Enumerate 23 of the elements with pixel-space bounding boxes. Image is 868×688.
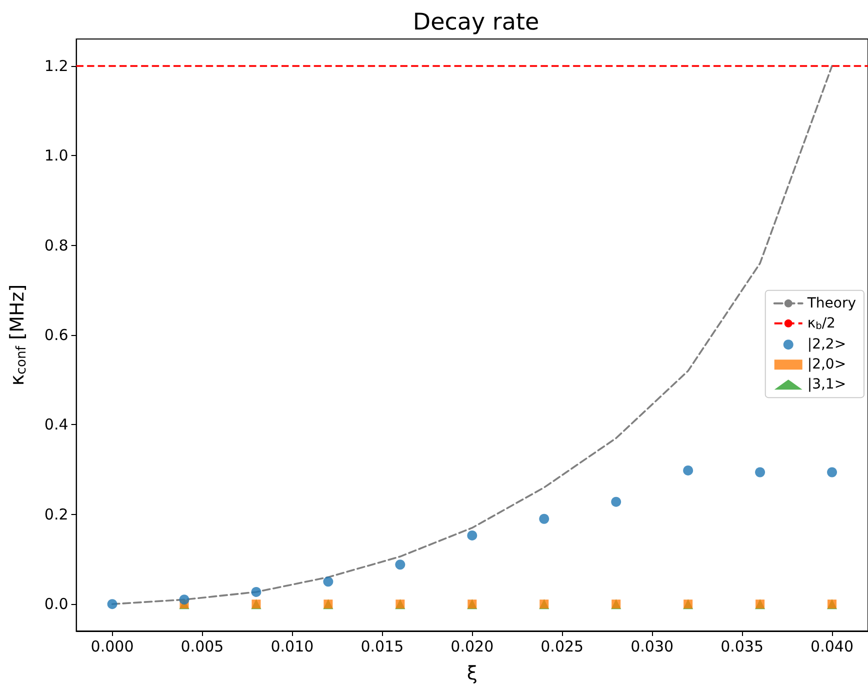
- x-tick-label: 0.000: [90, 638, 134, 656]
- y-axis-title: κconf [MHz]: [6, 284, 30, 386]
- x-tick-label: 0.025: [540, 638, 584, 656]
- x-tick-label: 0.035: [720, 638, 764, 656]
- y-tick-label: 1.0: [44, 146, 68, 165]
- x-tick-label: 0.005: [180, 638, 224, 656]
- y-tick-label: 0.8: [44, 236, 68, 254]
- y-tick-label: 0.4: [44, 416, 68, 434]
- y-tick-label: 0.2: [44, 505, 68, 524]
- legend-label: |3,1>: [807, 376, 846, 393]
- chart-title: Decay rate: [412, 10, 540, 36]
- y-tick-label: 0.6: [44, 326, 68, 344]
- x-tick-label: 0.030: [630, 638, 674, 656]
- y-tick-label: 0.0: [44, 595, 68, 614]
- legend-label: |2,0>: [807, 356, 846, 373]
- x-axis-title: ξ: [466, 662, 478, 684]
- legend-label: |2,2>: [807, 336, 846, 353]
- x-tick-label: 0.040: [810, 638, 854, 656]
- x-tick-label: 0.020: [450, 638, 494, 656]
- x-tick-label: 0.010: [270, 638, 314, 656]
- legend-label: Theory: [806, 295, 856, 312]
- y-tick-label: 1.2: [44, 56, 68, 75]
- x-tick-label: 0.015: [360, 638, 404, 656]
